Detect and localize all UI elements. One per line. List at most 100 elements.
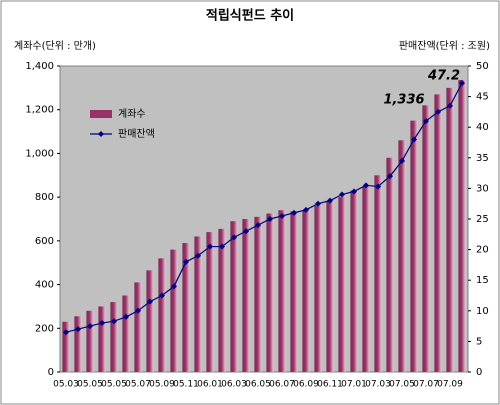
x-tick-label: 06.07 <box>269 380 295 390</box>
line-marker <box>135 307 141 314</box>
line-marker <box>375 183 381 190</box>
bar <box>74 316 82 372</box>
line-marker <box>171 283 177 290</box>
bar <box>374 175 382 372</box>
line-marker <box>123 313 129 320</box>
bar <box>326 201 334 372</box>
line-marker <box>399 157 405 164</box>
line-marker <box>387 173 393 180</box>
line-marker <box>63 329 69 336</box>
bar <box>434 94 442 373</box>
x-tick-label: 06.01 <box>197 380 223 390</box>
y2-tick-label: 35 <box>476 153 489 164</box>
legend-box <box>84 102 166 146</box>
bar <box>98 306 106 372</box>
x-tick-label: 07.01 <box>341 380 367 390</box>
bar <box>362 186 370 372</box>
bar <box>230 221 238 372</box>
bar <box>134 282 142 372</box>
line-marker <box>111 318 117 325</box>
bar <box>266 213 274 372</box>
bar <box>422 105 430 372</box>
line-marker <box>327 197 333 204</box>
legend-marker <box>98 131 104 137</box>
x-tick-label: 06.05 <box>245 380 271 390</box>
x-tick-label: 06.11 <box>317 380 343 390</box>
y-axis-label: 계좌수(단위 : 만개) <box>14 39 96 52</box>
x-tick-label: 05.05 <box>77 380 103 390</box>
legend-label: 판매잔액 <box>118 128 155 140</box>
bar <box>386 157 394 372</box>
line-marker <box>195 252 201 259</box>
line <box>65 82 463 333</box>
y-tick-label: 1,200 <box>25 105 54 116</box>
y2-tick-label: 25 <box>476 214 489 225</box>
bar <box>458 79 466 372</box>
bar <box>350 190 358 372</box>
y-tick-label: 1,000 <box>25 148 54 159</box>
x-tick-label: 05.03 <box>53 380 79 390</box>
bar <box>314 205 322 372</box>
bar <box>182 243 190 372</box>
x-tick-label: 05.11 <box>173 380 199 390</box>
line-marker <box>363 182 369 189</box>
bar <box>410 120 418 373</box>
chart-title: 적립식펀드 추이 <box>206 8 294 24</box>
y-tick-label: 1,400 <box>25 61 54 72</box>
bar <box>290 211 298 372</box>
x-tick-label: 06.03 <box>221 380 247 390</box>
y-tick-label: 800 <box>35 192 54 203</box>
line-marker <box>231 234 237 241</box>
line-marker <box>75 326 81 333</box>
legend-swatch <box>90 110 112 118</box>
y2-tick-label: 45 <box>476 92 489 103</box>
bar <box>302 210 310 372</box>
bar <box>206 232 214 372</box>
x-tick-label: 05.09 <box>149 380 175 390</box>
y2-tick-label: 10 <box>476 306 489 317</box>
bar <box>122 295 130 372</box>
line-marker <box>207 243 213 250</box>
line-marker <box>183 258 189 265</box>
bar <box>86 310 94 372</box>
y2-tick-label: 5 <box>476 336 482 347</box>
line-marker <box>303 206 309 213</box>
y2-tick-label: 15 <box>476 275 489 286</box>
bar <box>170 249 178 372</box>
line-marker <box>279 212 285 219</box>
bar <box>194 236 202 372</box>
line-marker <box>447 102 453 109</box>
annotation: 47.2 <box>427 69 460 84</box>
line-marker <box>459 80 465 87</box>
bar <box>254 216 262 372</box>
x-tick-label: 07.09 <box>437 380 463 390</box>
bar <box>110 302 118 372</box>
x-tick-label: 07.05 <box>389 380 415 390</box>
bar <box>242 219 250 372</box>
bar <box>278 210 286 372</box>
line-marker <box>255 222 261 229</box>
line-marker <box>435 108 441 115</box>
x-tick-label: 06.09 <box>293 380 319 390</box>
line-marker <box>315 200 321 207</box>
line-marker <box>351 188 357 195</box>
y-tick-label: 0 <box>48 367 54 378</box>
line-marker <box>147 298 153 305</box>
legend-label: 계좌수 <box>118 108 146 120</box>
line-marker <box>423 118 429 125</box>
x-tick-label: 05.07 <box>125 380 151 390</box>
bar <box>398 140 406 372</box>
line-marker <box>87 323 93 330</box>
line-marker <box>267 216 273 222</box>
x-tick-label: 07.03 <box>365 380 391 390</box>
y-tick-label: 200 <box>35 323 54 334</box>
y2-tick-label: 0 <box>476 367 482 378</box>
bar <box>218 228 226 372</box>
annotation: 1,336 <box>383 93 424 108</box>
y2-tick-label: 30 <box>476 183 489 194</box>
line-marker <box>243 228 249 235</box>
line-marker <box>411 136 417 143</box>
line-marker <box>159 292 165 299</box>
line-marker <box>291 209 297 216</box>
